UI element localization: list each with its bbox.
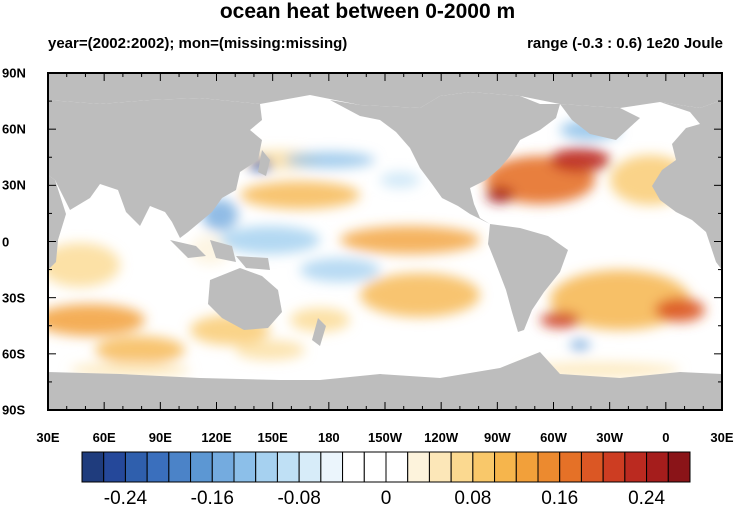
lon-label: 60E <box>92 430 116 445</box>
colorbar-tick-label: 0.08 <box>454 488 492 509</box>
lon-label: 150E <box>257 430 288 445</box>
value-range-subtitle: range (-0.3 : 0.6) 1e20 Joule <box>527 35 723 52</box>
lat-label: 60N <box>2 121 26 137</box>
colorbar-swatch <box>146 451 170 483</box>
lon-label: 150W <box>368 430 402 445</box>
colorbar <box>81 451 691 483</box>
colorbar-swatch <box>211 451 235 483</box>
colorbar-swatch <box>190 451 213 483</box>
colorbar-swatch <box>646 451 669 483</box>
colorbar-swatch <box>298 451 322 483</box>
colorbar-tick-label: 0.16 <box>541 488 579 509</box>
lat-label: 30S <box>2 290 26 306</box>
colorbar-tick-label: 0.24 <box>628 488 666 509</box>
land-masses <box>48 73 722 410</box>
colorbar-swatch <box>559 451 582 483</box>
colorbar-tick-label: -0.16 <box>190 488 234 509</box>
lat-label: 90S <box>2 402 26 418</box>
lon-label: 90W <box>483 430 511 445</box>
lon-label: 30W <box>596 430 624 445</box>
colorbar-swatch <box>255 451 278 483</box>
map-ticks <box>47 72 723 411</box>
colorbar-swatch <box>537 451 561 483</box>
colorbar-swatch <box>428 451 452 483</box>
lon-label: 0 <box>662 430 670 445</box>
lon-label: 120E <box>201 430 232 445</box>
lon-label: 120W <box>424 430 459 445</box>
colorbar-swatch <box>515 451 539 483</box>
colorbar-swatch <box>103 451 126 483</box>
colorbar-swatch <box>385 451 409 483</box>
colorbar-swatch <box>320 451 344 483</box>
colorbar-tick-label: -0.08 <box>277 488 321 509</box>
colorbar-swatch <box>407 451 430 483</box>
colorbar-swatch <box>363 451 387 483</box>
colorbar-swatch <box>624 451 648 483</box>
lat-label: 90N <box>2 65 26 81</box>
colorbar-tick-label: -0.24 <box>103 488 148 509</box>
lon-label: 30E <box>36 430 60 445</box>
lon-label: 60W <box>540 430 567 445</box>
colorbar-swatch <box>233 451 257 483</box>
lon-label: 90E <box>148 430 172 445</box>
colorbar-swatch <box>667 451 691 483</box>
colorbar-swatch <box>472 451 496 483</box>
map-title: ocean heat between 0-2000 m <box>219 0 516 23</box>
lat-label: 0 <box>2 234 10 249</box>
lat-label: 30N <box>2 177 26 193</box>
colorbar-tick-label: 0 <box>380 488 392 509</box>
colorbar-swatch <box>580 451 604 483</box>
colorbar-swatch <box>81 451 105 483</box>
lat-label: 60S <box>2 346 26 362</box>
colorbar-swatch <box>494 451 517 483</box>
colorbar-swatch <box>124 451 148 483</box>
colorbar-swatch <box>602 451 626 483</box>
lon-label: 180 <box>317 430 340 445</box>
colorbar-swatch <box>342 451 365 483</box>
colorbar-swatch <box>450 451 474 483</box>
colorbar-swatch <box>276 451 300 483</box>
colorbar-swatch <box>168 451 192 483</box>
time-range-subtitle: year=(2002:2002); mon=(missing:missing) <box>48 35 348 52</box>
lon-label: 30E <box>710 430 734 445</box>
